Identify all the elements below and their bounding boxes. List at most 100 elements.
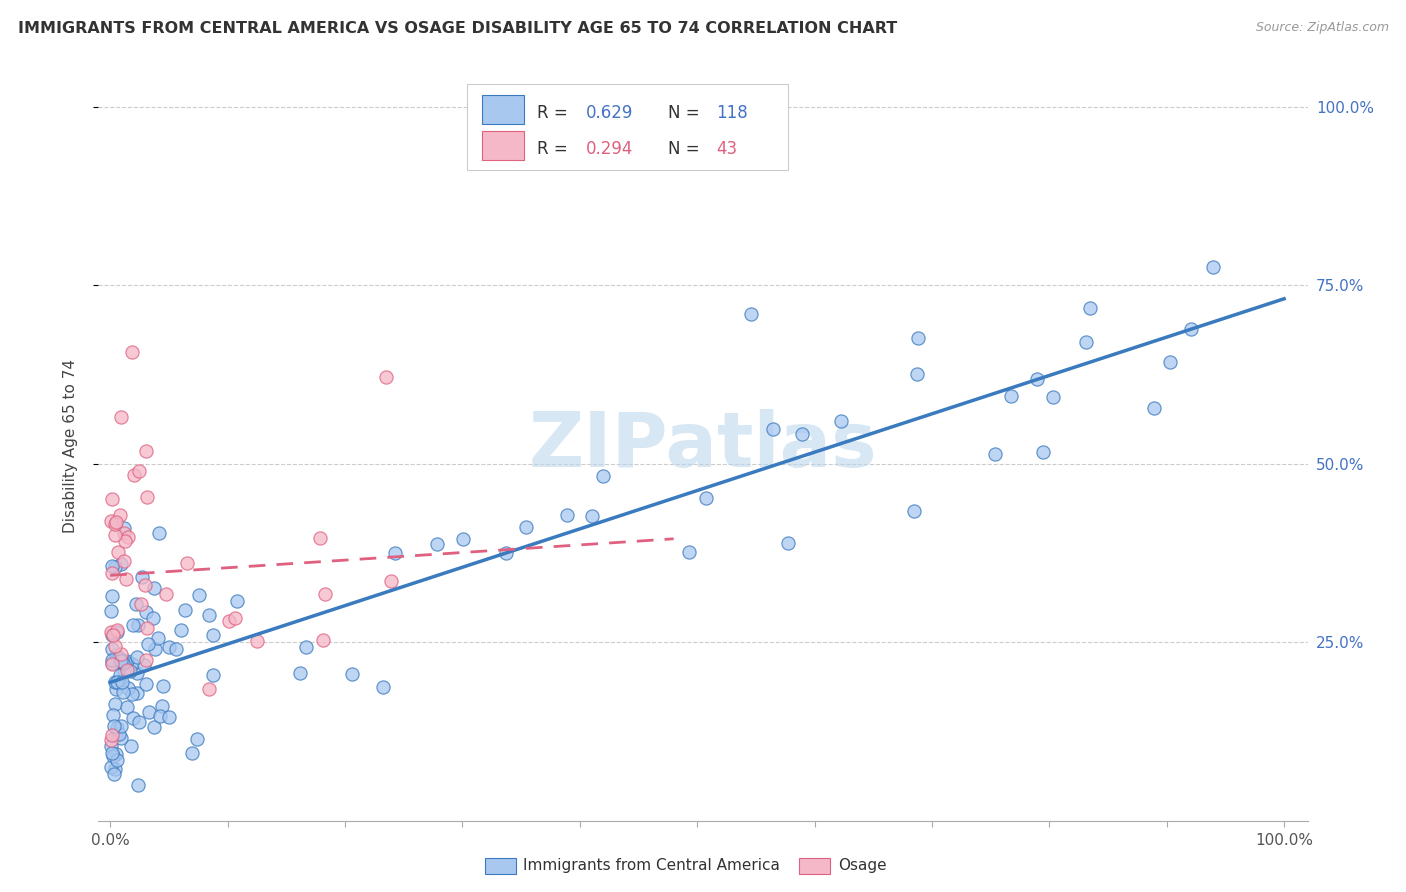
Point [149,708,172,723]
Point [127,665,149,680]
Point [1159,355,1181,369]
Point [792,427,814,442]
Point [127,778,149,792]
Point [157,640,180,654]
Point [112,657,135,671]
Point [155,587,177,601]
Point [112,685,135,699]
Point [169,624,191,638]
Point [107,545,129,559]
Point [121,687,143,701]
Point [120,739,142,753]
Point [103,628,125,642]
Point [108,508,131,522]
Point [983,447,1005,461]
Point [121,657,143,671]
Point [122,617,145,632]
Point [104,516,127,531]
Point [101,657,124,672]
Point [100,642,122,657]
Point [224,611,246,625]
Point [142,720,165,734]
Point [592,468,614,483]
Point [121,344,143,359]
Point [143,642,166,657]
Point [110,718,132,732]
Point [101,653,124,667]
Point [905,368,928,382]
Point [117,681,139,695]
Point [115,663,138,677]
Point [150,699,173,714]
Point [100,760,122,774]
Point [101,589,124,603]
Text: R =: R = [537,140,574,158]
Point [201,628,224,642]
Point [104,560,127,574]
Point [740,307,762,321]
Point [104,515,127,529]
Point [122,710,145,724]
Point [132,657,155,672]
Point [312,633,335,648]
Point [309,532,332,546]
Text: 0.294: 0.294 [586,140,633,158]
Point [695,491,717,505]
Point [101,707,124,722]
Point [110,557,132,571]
Point [100,514,122,528]
Point [384,546,406,560]
Point [1074,334,1097,349]
Point [122,467,145,482]
Point [127,617,149,632]
Point [515,519,537,533]
Point [100,739,122,753]
Point [342,667,364,681]
Text: ZIPatlas: ZIPatlas [529,409,877,483]
Point [103,719,125,733]
Point [105,674,128,689]
Point [288,665,311,680]
Point [136,621,159,635]
Point [138,637,160,651]
Point [104,528,127,542]
Point [105,753,128,767]
Point [295,640,318,654]
Point [176,556,198,570]
Point [198,607,221,622]
Text: 118: 118 [716,104,748,122]
Text: Source: ZipAtlas.com: Source: ZipAtlas.com [1256,21,1389,35]
Point [907,331,929,345]
Point [373,680,395,694]
Point [110,647,132,661]
Text: IMMIGRANTS FROM CENTRAL AMERICA VS OSAGE DISABILITY AGE 65 TO 74 CORRELATION CHA: IMMIGRANTS FROM CENTRAL AMERICA VS OSAGE… [18,21,897,37]
Point [314,587,336,601]
Point [426,537,449,551]
Point [105,721,128,735]
Point [142,611,165,625]
Point [181,746,204,760]
Y-axis label: Disability Age 65 to 74: Disability Age 65 to 74 [63,359,77,533]
Point [451,532,474,546]
Point [135,677,157,691]
Point [112,521,135,535]
Bar [482,95,524,124]
Point [138,705,160,719]
Point [1202,260,1225,275]
Point [101,748,124,763]
Point [111,675,134,690]
Point [128,464,150,478]
Point [555,508,578,523]
Point [115,573,138,587]
Point [125,650,148,665]
Point [114,655,136,669]
Point [101,491,124,506]
Point [108,650,131,665]
Point [115,699,138,714]
Point [105,648,128,662]
Point [110,731,132,746]
Point [1042,390,1064,404]
Point [157,710,180,724]
Point [111,653,134,667]
Point [246,633,269,648]
